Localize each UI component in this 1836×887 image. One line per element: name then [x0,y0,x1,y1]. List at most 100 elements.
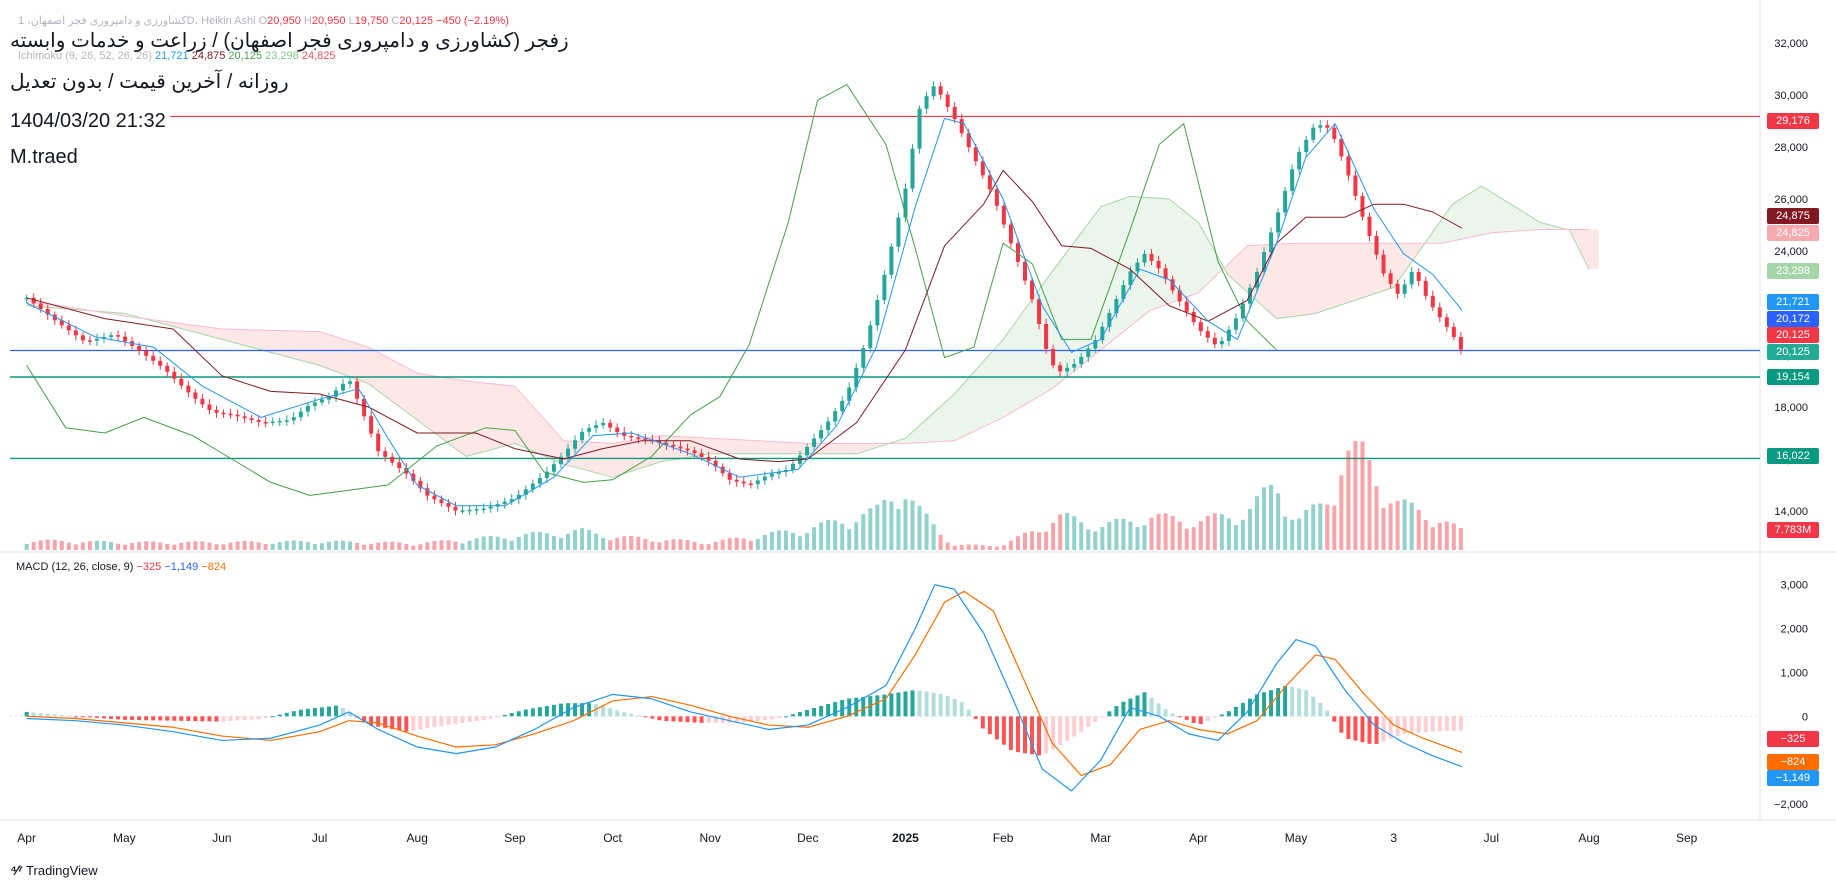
volume-bar [1430,527,1435,550]
volume-bar [1388,503,1393,550]
candle-body [80,335,85,341]
macd-histogram-bar [1114,706,1119,717]
tradingview-logo[interactable]: ⁴⁄⁷ TradingView [10,862,98,878]
time-tick-label: Mar [1090,831,1111,845]
ohlc-legend: کشاورزی و دامپروری فجر اصفهان، 1D، Heiki… [18,14,509,27]
candle-body [685,448,690,451]
price-axis-tag: 23,298 [1767,263,1819,279]
macd-histogram-bar [1100,716,1105,718]
cloud-red-segment [427,374,437,435]
volume-bar [116,543,121,550]
time-tick-label: Sep [1676,831,1698,845]
macd-histogram-bar [537,707,542,717]
cloud-red-segment [212,327,222,340]
macd-histogram-bar [151,716,156,721]
volume-bar [1205,515,1210,550]
candle-body [903,188,908,218]
volume-bar [1381,507,1386,550]
volume-bar [158,542,163,550]
volume-bar [263,544,268,550]
time-tick-label: 3 [1390,831,1397,845]
volume-bar [1360,441,1365,550]
candle-body [488,506,493,509]
macd-histogram-bar [242,716,247,721]
macd-histogram-bar [1444,716,1449,732]
candle-body [1255,271,1259,288]
macd-histogram-bar [790,714,795,717]
candle-body [1233,318,1238,330]
macd-histogram-bar [643,716,648,718]
volume-bar [523,534,528,550]
candle-body [826,421,831,431]
price-axis-tag: 19,154 [1767,369,1819,385]
macd-histogram-bar [467,716,472,722]
volume-bar [889,501,894,550]
cloud-red-segment [1589,229,1599,270]
cloud-red-segment [739,439,750,454]
candle-body [1430,295,1435,308]
macd-histogram-bar [1156,703,1161,717]
volume-bar [1093,531,1098,550]
cloud-green-segment [1510,204,1521,232]
macd-histogram-bar [319,707,324,717]
candle-body [734,479,739,482]
candle-body [87,340,92,342]
volume-bar [1072,516,1077,550]
chart-datetime: 1404/03/20 21:32 [10,110,166,132]
macd-histogram-bar [924,691,929,717]
candle-body [1416,271,1421,281]
macd-hist-value: −325 [136,561,162,573]
volume-bar [94,540,99,550]
candle-body [1058,365,1063,372]
candle-body [1121,285,1126,300]
candle-body [116,335,121,337]
candle-body [179,378,184,386]
macd-histogram-bar [854,697,859,717]
candle-body [1086,348,1091,357]
volume-bar [66,542,71,550]
macd-histogram-bar [734,716,739,723]
candle-body [671,444,676,447]
cloud-red-segment [827,443,838,454]
volume-bar [1226,518,1231,550]
volume-bar [411,545,416,550]
volume-bar [896,509,901,550]
cloud-green-segment [1149,197,1160,311]
candle-body [109,335,114,338]
tradingview-name: TradingView [26,862,98,878]
volume-bar [755,538,760,550]
cloud-green-segment [1432,218,1443,244]
lead-b-value: 24,825 [301,50,336,62]
cloud-red-segment [622,440,633,475]
volume-bar [1276,493,1281,550]
volume-bar [1065,513,1070,550]
macd-histogram-bar [207,716,212,722]
macd-histogram-bar [460,716,465,723]
macd-signal-value: −824 [201,561,227,573]
time-tick-label: Oct [603,831,622,845]
volume-bar [1283,516,1288,550]
macd-histogram-bar [488,716,493,719]
cloud-red-segment [1403,243,1414,274]
macd-histogram-bar [748,716,753,722]
volume-bar [1304,509,1309,550]
candle-body [235,414,240,417]
volume-bar [235,541,240,550]
candle-body [544,471,549,479]
volume-bar [530,532,535,550]
volume-bar [678,539,683,550]
cloud-red-segment [329,334,340,373]
macd-histogram-bar [847,698,852,717]
volume-bar [1030,531,1035,550]
candle-body [917,108,922,149]
time-tick-label: Sep [504,831,526,845]
candle-body [1374,235,1379,255]
macd-histogram-bar [80,716,85,718]
macd-histogram-bar [1332,716,1337,722]
volume-bar [1051,522,1056,550]
macd-histogram-bar [1325,710,1330,717]
candle-body [931,86,936,97]
volume-bar [636,536,641,550]
candle-body [608,422,613,428]
